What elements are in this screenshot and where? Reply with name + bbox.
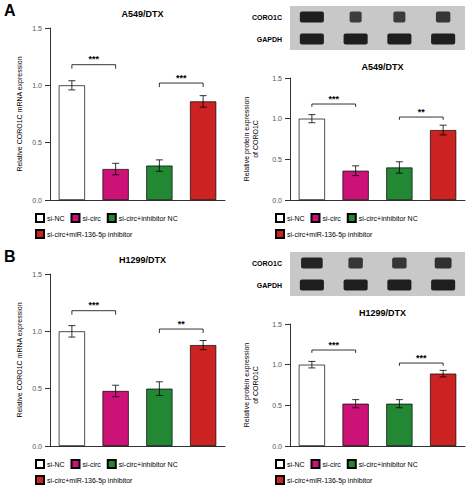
svg-text:0.0: 0.0 xyxy=(32,197,42,204)
svg-text:0.0: 0.0 xyxy=(272,443,282,450)
svg-text:**: ** xyxy=(178,319,186,329)
svg-text:Relative protein expression: Relative protein expression xyxy=(243,97,251,182)
svg-text:***: *** xyxy=(416,353,427,363)
svg-text:B: B xyxy=(4,248,16,265)
svg-text:of CORO1C: of CORO1C xyxy=(252,120,259,158)
svg-text:si-circ: si-circ xyxy=(322,461,341,468)
svg-text:H1299/DTX: H1299/DTX xyxy=(359,308,406,318)
svg-text:si-circ: si-circ xyxy=(82,215,101,222)
svg-text:0.5: 0.5 xyxy=(32,139,42,146)
svg-text:of CORO1C: of CORO1C xyxy=(252,366,259,404)
svg-text:***: *** xyxy=(176,73,187,83)
svg-text:si-circ+miR-136-5p inhibitor: si-circ+miR-136-5p inhibitor xyxy=(287,477,373,485)
svg-text:si-circ+miR-136-5p inhibitor: si-circ+miR-136-5p inhibitor xyxy=(47,477,133,485)
svg-text:si-circ+miR-136-5p inhibitor: si-circ+miR-136-5p inhibitor xyxy=(47,231,133,239)
svg-text:1.5: 1.5 xyxy=(272,321,282,328)
svg-text:H1299/DTX: H1299/DTX xyxy=(119,255,166,265)
svg-text:A549/DTX: A549/DTX xyxy=(361,62,403,72)
svg-text:si-circ: si-circ xyxy=(322,215,341,222)
svg-text:1.5: 1.5 xyxy=(32,271,42,278)
svg-text:1.0: 1.0 xyxy=(32,82,42,89)
svg-text:si-circ: si-circ xyxy=(82,461,101,468)
svg-text:1.5: 1.5 xyxy=(32,25,42,32)
svg-text:0.0: 0.0 xyxy=(272,197,282,204)
svg-text:Relative CORO1C mRNA expressio: Relative CORO1C mRNA expression xyxy=(16,302,24,417)
svg-text:1.0: 1.0 xyxy=(32,328,42,335)
svg-text:GAPDH: GAPDH xyxy=(257,282,282,289)
svg-text:CORO1C: CORO1C xyxy=(252,260,282,267)
svg-text:1.5: 1.5 xyxy=(272,75,282,82)
svg-text:A: A xyxy=(4,2,16,19)
svg-text:si-NC: si-NC xyxy=(287,461,305,468)
svg-text:si-NC: si-NC xyxy=(47,461,65,468)
svg-text:**: ** xyxy=(418,107,426,117)
svg-text:Relative protein expression: Relative protein expression xyxy=(243,343,251,428)
svg-text:0.5: 0.5 xyxy=(32,385,42,392)
svg-text:si-NC: si-NC xyxy=(287,215,305,222)
svg-text:si-circ+inhibitor NC: si-circ+inhibitor NC xyxy=(359,461,418,468)
svg-text:1.0: 1.0 xyxy=(272,361,282,368)
svg-text:***: *** xyxy=(328,94,339,104)
svg-text:si-NC: si-NC xyxy=(47,215,65,222)
svg-text:si-circ+inhibitor NC: si-circ+inhibitor NC xyxy=(119,461,178,468)
svg-text:si-circ+inhibitor NC: si-circ+inhibitor NC xyxy=(359,215,418,222)
svg-text:0.0: 0.0 xyxy=(32,443,42,450)
svg-text:si-circ+inhibitor NC: si-circ+inhibitor NC xyxy=(119,215,178,222)
svg-text:CORO1C: CORO1C xyxy=(252,14,282,21)
svg-text:***: *** xyxy=(88,300,99,310)
svg-text:si-circ+miR-136-5p inhibitor: si-circ+miR-136-5p inhibitor xyxy=(287,231,373,239)
svg-text:GAPDH: GAPDH xyxy=(257,36,282,43)
svg-text:***: *** xyxy=(88,54,99,64)
svg-text:0.5: 0.5 xyxy=(272,156,282,163)
svg-text:0.5: 0.5 xyxy=(272,402,282,409)
svg-text:Relative CORO1C mRNA expressio: Relative CORO1C mRNA expression xyxy=(16,56,24,171)
svg-text:1.0: 1.0 xyxy=(272,115,282,122)
svg-text:A549/DTX: A549/DTX xyxy=(121,9,163,19)
svg-text:***: *** xyxy=(328,340,339,350)
